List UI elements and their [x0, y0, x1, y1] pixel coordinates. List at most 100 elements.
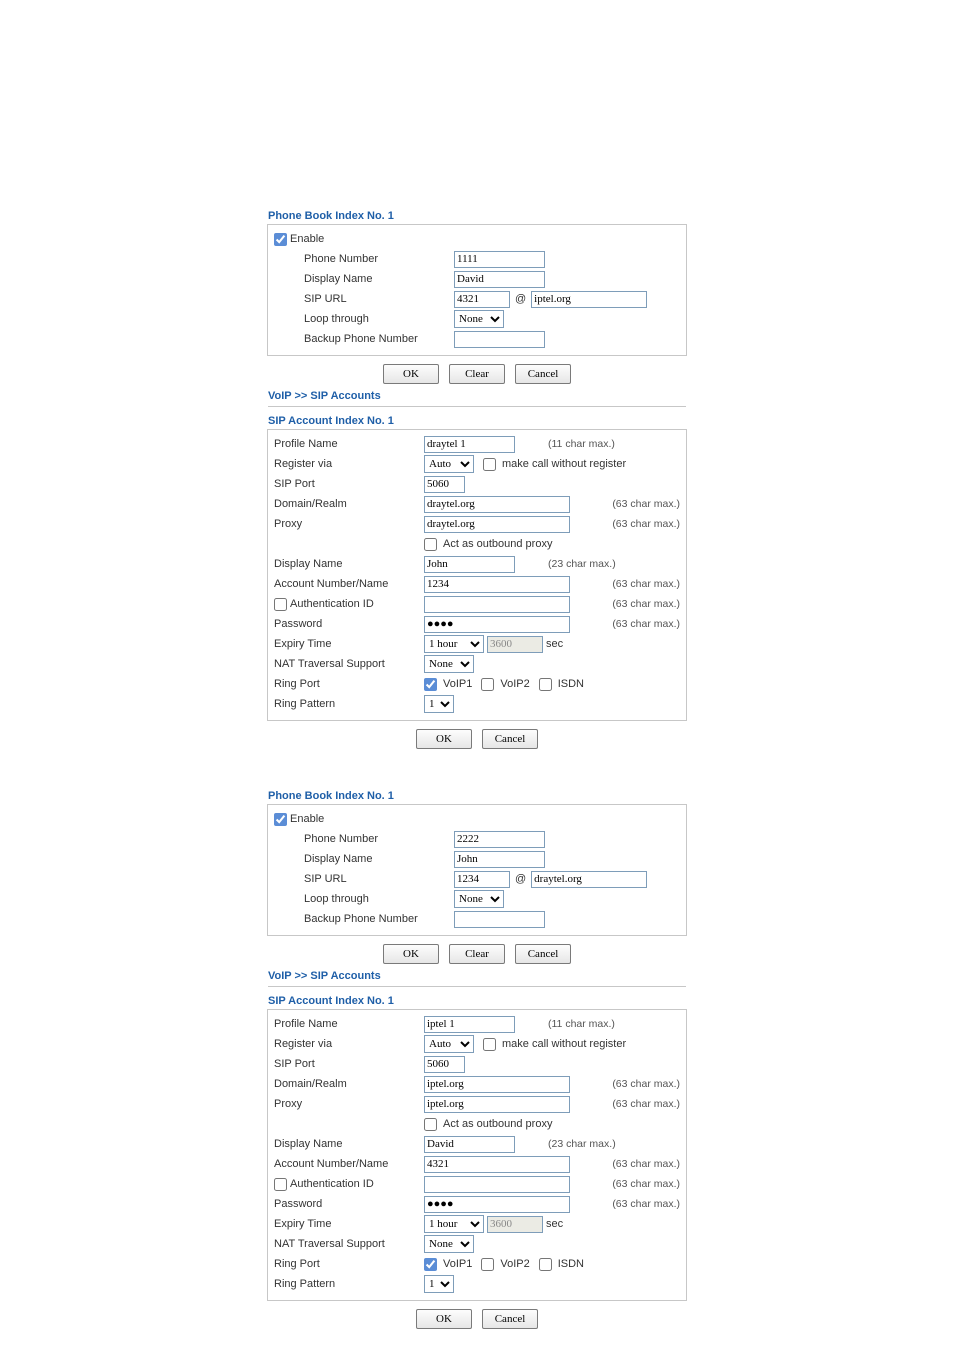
pb2-ok-button[interactable]: OK	[383, 944, 439, 964]
at-sign-2: @	[513, 873, 528, 885]
sip2-account-label: Account Number/Name	[274, 1158, 424, 1170]
pb1-clear-button[interactable]: Clear	[449, 364, 505, 384]
phonebook2-panel: Enable Phone Number Display Name SIP URL…	[267, 804, 687, 936]
sip1-panel: Profile Name (11 char max.) Register via…	[267, 429, 687, 721]
pb1-backup-label: Backup Phone Number	[274, 333, 454, 345]
pb2-cancel-button[interactable]: Cancel	[515, 944, 571, 964]
sip1-title: SIP Account Index No. 1	[268, 415, 686, 427]
sip2-ringpattern-select[interactable]: 1	[424, 1275, 454, 1293]
pb2-phone-number-input[interactable]	[454, 831, 545, 848]
sip2-authid-input[interactable]	[424, 1176, 570, 1193]
pb1-cancel-button[interactable]: Cancel	[515, 364, 571, 384]
sip1-domain-label: Domain/Realm	[274, 498, 424, 510]
sip1-proxy-input[interactable]	[424, 516, 570, 533]
sip2-ok-button[interactable]: OK	[416, 1309, 472, 1329]
sip1-cancel-button[interactable]: Cancel	[482, 729, 538, 749]
sip1-voip2-checkbox[interactable]	[481, 678, 494, 691]
sip1-expiry-select[interactable]: 1 hour	[424, 635, 484, 653]
sip2-port-label: SIP Port	[274, 1058, 424, 1070]
sip1-breadcrumb: VoIP >> SIP Accounts	[268, 390, 686, 402]
pb2-loop-through-select[interactable]: None	[454, 890, 504, 908]
pb2-backup-label: Backup Phone Number	[274, 913, 454, 925]
sip2-outbound-checkbox[interactable]	[424, 1118, 437, 1131]
sip1-display-label: Display Name	[274, 558, 424, 570]
pb2-enable-checkbox[interactable]	[274, 813, 287, 826]
sip1-profile-label: Profile Name	[274, 438, 424, 450]
pb2-display-name-label: Display Name	[274, 853, 454, 865]
sip1-port-label: SIP Port	[274, 478, 424, 490]
sip2-port-input[interactable]	[424, 1056, 465, 1073]
sip1-profile-input[interactable]	[424, 436, 515, 453]
sip1-domain-input[interactable]	[424, 496, 570, 513]
pb1-backup-input[interactable]	[454, 331, 545, 348]
pb2-sip-user-input[interactable]	[454, 871, 510, 888]
sip2-nat-select[interactable]: None	[424, 1235, 474, 1253]
sip1-ringport-label: Ring Port	[274, 678, 424, 690]
sip2-voip2-checkbox[interactable]	[481, 1258, 494, 1271]
pb1-display-name-input[interactable]	[454, 271, 545, 288]
sip1-account-max: (63 char max.)	[612, 578, 680, 590]
sip2-authid-label: Authentication ID	[290, 1178, 374, 1190]
pb2-clear-button[interactable]: Clear	[449, 944, 505, 964]
sip2-expiry-select[interactable]: 1 hour	[424, 1215, 484, 1233]
sip2-display-input[interactable]	[424, 1136, 515, 1153]
pb2-sip-url-label: SIP URL	[274, 873, 454, 885]
sip2-proxy-input[interactable]	[424, 1096, 570, 1113]
sip2-domain-label: Domain/Realm	[274, 1078, 424, 1090]
sip2-register-select[interactable]: Auto	[424, 1035, 474, 1053]
sip1-port-input[interactable]	[424, 476, 465, 493]
sip2-isdn-label: ISDN	[558, 1258, 584, 1270]
sip2-makecall-checkbox[interactable]	[483, 1038, 496, 1051]
sip2-authid-checkbox[interactable]	[274, 1178, 287, 1191]
sip2-domain-max: (63 char max.)	[612, 1078, 680, 1090]
sip2-expiry-label: Expiry Time	[274, 1218, 424, 1230]
sip1-authid-input[interactable]	[424, 596, 570, 613]
sip2-title: SIP Account Index No. 1	[268, 995, 686, 1007]
sip1-expiry-label: Expiry Time	[274, 638, 424, 650]
sip1-register-select[interactable]: Auto	[424, 455, 474, 473]
sip2-voip1-checkbox[interactable]	[424, 1258, 437, 1271]
sip2-password-max: (63 char max.)	[612, 1198, 680, 1210]
pb1-enable-checkbox[interactable]	[274, 233, 287, 246]
sip1-account-label: Account Number/Name	[274, 578, 424, 590]
sip2-password-label: Password	[274, 1198, 424, 1210]
sip1-ringpattern-select[interactable]: 1	[424, 695, 454, 713]
sip2-domain-input[interactable]	[424, 1076, 570, 1093]
sip1-password-input[interactable]	[424, 616, 570, 633]
pb1-loop-through-label: Loop through	[274, 313, 454, 325]
sip1-register-label: Register via	[274, 458, 424, 470]
pb1-sip-user-input[interactable]	[454, 291, 510, 308]
sip1-voip1-checkbox[interactable]	[424, 678, 437, 691]
sip1-makecall-checkbox[interactable]	[483, 458, 496, 471]
sip1-ok-button[interactable]: OK	[416, 729, 472, 749]
pb1-loop-through-select[interactable]: None	[454, 310, 504, 328]
pb2-sip-domain-input[interactable]	[531, 871, 647, 888]
at-sign: @	[513, 293, 528, 305]
sip2-authid-max: (63 char max.)	[612, 1178, 680, 1190]
sip1-display-input[interactable]	[424, 556, 515, 573]
sip1-account-input[interactable]	[424, 576, 570, 593]
pb1-sip-domain-input[interactable]	[531, 291, 647, 308]
sip2-voip1-label: VoIP1	[443, 1258, 472, 1270]
sip1-display-max: (23 char max.)	[548, 558, 616, 570]
sip2-profile-input[interactable]	[424, 1016, 515, 1033]
sip2-isdn-checkbox[interactable]	[539, 1258, 552, 1271]
sip1-outbound-checkbox[interactable]	[424, 538, 437, 551]
sip1-password-label: Password	[274, 618, 424, 630]
sip2-account-input[interactable]	[424, 1156, 570, 1173]
sip1-makecall-label: make call without register	[502, 458, 626, 470]
sip2-password-input[interactable]	[424, 1196, 570, 1213]
pb2-display-name-input[interactable]	[454, 851, 545, 868]
pb1-phone-number-input[interactable]	[454, 251, 545, 268]
sip1-sec-label: sec	[546, 638, 563, 650]
pb2-backup-input[interactable]	[454, 911, 545, 928]
sip2-expiry-sec-input	[487, 1216, 543, 1233]
sip1-authid-max: (63 char max.)	[612, 598, 680, 610]
sip2-ringpattern-label: Ring Pattern	[274, 1278, 424, 1290]
sip1-isdn-label: ISDN	[558, 678, 584, 690]
pb1-ok-button[interactable]: OK	[383, 364, 439, 384]
sip1-isdn-checkbox[interactable]	[539, 678, 552, 691]
sip2-cancel-button[interactable]: Cancel	[482, 1309, 538, 1329]
sip1-authid-checkbox[interactable]	[274, 598, 287, 611]
sip1-nat-select[interactable]: None	[424, 655, 474, 673]
